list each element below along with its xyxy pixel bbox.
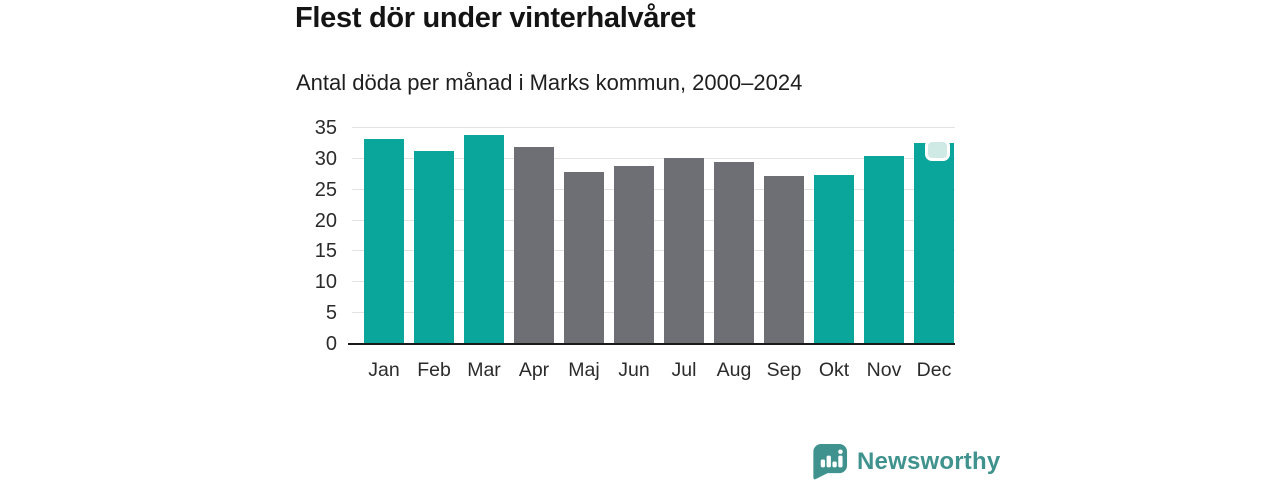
bar-okt <box>814 174 854 344</box>
y-tick-label-10: 10 <box>314 271 337 294</box>
y-tick-label-30: 30 <box>314 147 337 170</box>
x-tick-label-jan: Jan <box>368 359 400 381</box>
x-tick-label-maj: Maj <box>568 359 600 381</box>
bar-jun <box>614 165 654 344</box>
y-tick-label-20: 20 <box>314 209 337 232</box>
bar-mar <box>464 134 504 344</box>
newsworthy-icon <box>812 443 849 480</box>
x-tick-label-jun: Jun <box>618 359 650 381</box>
bar-aug <box>714 161 754 344</box>
x-axis-line <box>348 343 955 345</box>
x-tick-label-feb: Feb <box>417 359 451 381</box>
x-tick-label-apr: Apr <box>518 359 550 381</box>
y-tick-label-15: 15 <box>314 240 337 263</box>
y-axis: 0 5 10 15 20 25 30 35 <box>270 117 345 355</box>
bar-jan <box>364 139 404 344</box>
chart-title: Flest dör under vinterhalvåret <box>295 2 696 34</box>
y-tick-label-35: 35 <box>314 117 337 139</box>
newsworthy-logo[interactable]: Newsworthy <box>812 443 1000 480</box>
newsworthy-wordmark: Newsworthy <box>857 447 1001 475</box>
bar-feb <box>414 151 454 344</box>
bar-maj <box>564 172 604 344</box>
y-tick-label-5: 5 <box>325 302 337 325</box>
bar-highlight-handle <box>925 139 950 161</box>
bar-nov <box>864 155 904 344</box>
x-tick-label-dec: Dec <box>916 359 952 381</box>
bar-dec <box>914 143 954 344</box>
y-tick-label-25: 25 <box>314 178 337 201</box>
plot-area <box>352 127 955 344</box>
bar-apr <box>514 146 554 344</box>
x-tick-label-mar: Mar <box>467 359 501 381</box>
x-tick-label-jul: Jul <box>671 359 697 381</box>
gridline-y-30 <box>352 157 955 159</box>
x-axis: Jan Feb Mar Apr Maj Jun Jul Aug Sep Okt Nov Dec <box>352 358 955 386</box>
x-tick-label-nov: Nov <box>866 359 902 381</box>
bar-jul <box>664 157 704 344</box>
bar-sep <box>764 176 804 344</box>
x-tick-label-okt: Okt <box>818 359 850 381</box>
chart-subtitle: Antal döda per månad i Marks kommun, 200… <box>296 70 803 95</box>
y-tick-label-0: 0 <box>325 333 337 355</box>
x-tick-label-sep: Sep <box>766 359 802 381</box>
x-tick-label-aug: Aug <box>716 359 752 381</box>
gridline-y-35 <box>352 127 955 128</box>
